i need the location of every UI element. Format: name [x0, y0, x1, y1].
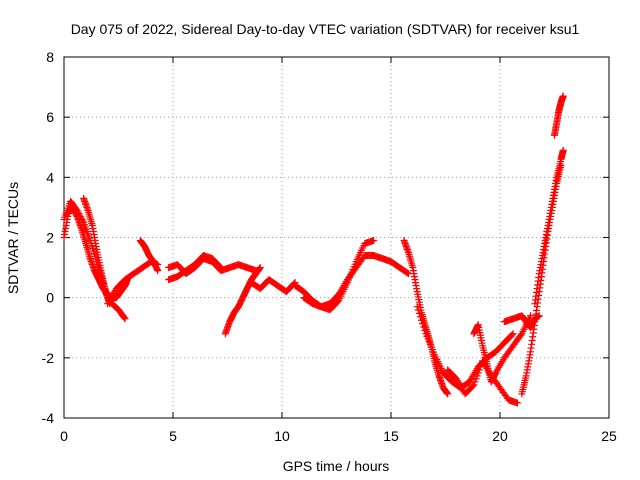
data-point [73, 206, 81, 214]
data-point [421, 326, 429, 334]
data-point [413, 303, 421, 311]
x-tick-label: 10 [274, 428, 290, 444]
y-tick-label: 8 [46, 49, 54, 65]
data-point [559, 92, 567, 100]
data-point [509, 330, 517, 338]
data-point [527, 312, 535, 320]
data-point [418, 316, 426, 324]
data-series [531, 146, 567, 308]
data-point [414, 306, 422, 314]
data-point [513, 399, 521, 407]
data-series [165, 252, 225, 284]
data-point [76, 212, 84, 220]
data-series [300, 252, 412, 311]
data-point [475, 366, 483, 374]
data-point [535, 312, 543, 320]
data-point [474, 369, 482, 377]
y-tick-label: 0 [46, 290, 54, 306]
data-point [469, 382, 477, 390]
data-points [60, 92, 567, 407]
data-point [470, 381, 478, 389]
y-axis-label: SDTVAR / TECUs [5, 182, 21, 294]
y-tick-label: 4 [46, 169, 54, 185]
tick-labels: 0 5 10 15 20 25 -4 -2 0 2 4 6 8 [42, 49, 617, 444]
y-tick-label: -4 [42, 410, 55, 426]
data-point [415, 309, 423, 317]
x-axis-label: GPS time / hours [283, 458, 390, 474]
data-point [78, 215, 86, 223]
data-point [444, 390, 452, 398]
x-tick-label: 5 [169, 428, 177, 444]
x-tick-label: 15 [383, 428, 399, 444]
y-tick-label: -2 [42, 350, 55, 366]
data-point [471, 378, 479, 386]
data-series [518, 161, 565, 398]
x-tick-label: 25 [601, 428, 617, 444]
data-series [470, 312, 535, 386]
data-series [247, 276, 299, 296]
data-series [551, 92, 567, 139]
data-point [370, 237, 378, 245]
data-point [559, 146, 567, 154]
data-point [154, 267, 162, 275]
y-tick-label: 6 [46, 109, 54, 125]
data-series [413, 303, 517, 392]
data-point [120, 314, 128, 322]
data-series [136, 237, 162, 275]
data-point [76, 211, 84, 219]
y-tick-label: 2 [46, 230, 54, 246]
data-point [517, 331, 525, 339]
x-tick-label: 0 [60, 428, 68, 444]
data-point [256, 264, 264, 272]
data-point [420, 323, 428, 331]
data-series [221, 264, 264, 338]
data-point [508, 331, 516, 339]
data-point [74, 208, 82, 216]
x-tick-label: 20 [492, 428, 508, 444]
data-point [121, 315, 129, 323]
data-point [472, 375, 480, 383]
data-point [77, 214, 85, 222]
data-point [79, 217, 87, 225]
data-point [75, 209, 83, 217]
data-point [217, 264, 225, 272]
data-point [403, 269, 411, 277]
data-point [473, 372, 481, 380]
chart-title: Day 075 of 2022, Sidereal Day-to-day VTE… [71, 21, 580, 37]
data-point [416, 313, 424, 321]
data-point [216, 262, 224, 270]
data-point [419, 320, 427, 328]
